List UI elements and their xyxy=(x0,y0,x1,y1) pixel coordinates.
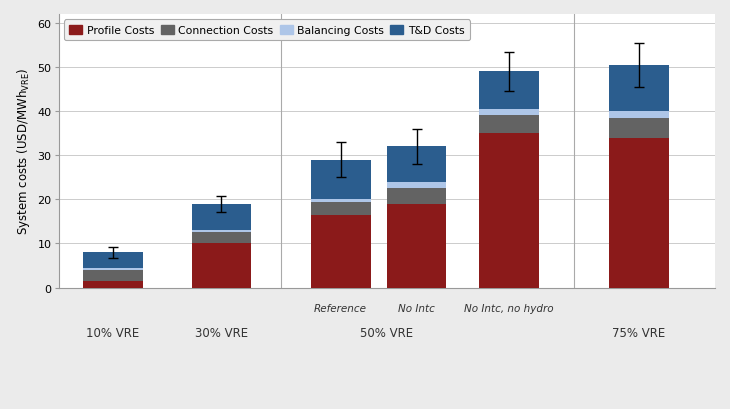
Bar xyxy=(83,281,142,288)
Bar xyxy=(387,182,447,189)
Y-axis label: System costs (USD/MWh$_\mathregular{VRE}$): System costs (USD/MWh$_\mathregular{VRE}… xyxy=(15,68,32,235)
Legend: Profile Costs, Connection Costs, Balancing Costs, T&D Costs: Profile Costs, Connection Costs, Balanci… xyxy=(64,20,469,41)
Bar xyxy=(479,116,539,134)
Bar xyxy=(83,270,142,281)
Bar xyxy=(191,204,251,231)
Bar xyxy=(311,160,371,200)
Text: No Intc, no hydro: No Intc, no hydro xyxy=(464,303,553,313)
Bar xyxy=(610,112,669,119)
Text: 10% VRE: 10% VRE xyxy=(86,326,139,339)
Bar xyxy=(479,72,539,110)
Bar xyxy=(311,200,371,202)
Bar xyxy=(311,215,371,288)
Bar xyxy=(191,244,251,288)
Bar xyxy=(610,65,669,112)
Text: 75% VRE: 75% VRE xyxy=(612,326,666,339)
Text: No Intc: No Intc xyxy=(398,303,435,313)
Text: 50% VRE: 50% VRE xyxy=(360,326,413,339)
Bar xyxy=(387,147,447,182)
Bar xyxy=(387,204,447,288)
Bar xyxy=(191,233,251,244)
Bar xyxy=(479,110,539,116)
Bar xyxy=(311,202,371,215)
Text: 30% VRE: 30% VRE xyxy=(195,326,248,339)
Text: Reference: Reference xyxy=(314,303,367,313)
Bar xyxy=(83,253,142,268)
Bar xyxy=(610,119,669,138)
Bar xyxy=(83,268,142,270)
Bar xyxy=(387,189,447,204)
Bar xyxy=(610,138,669,288)
Bar xyxy=(479,134,539,288)
Bar xyxy=(191,231,251,233)
